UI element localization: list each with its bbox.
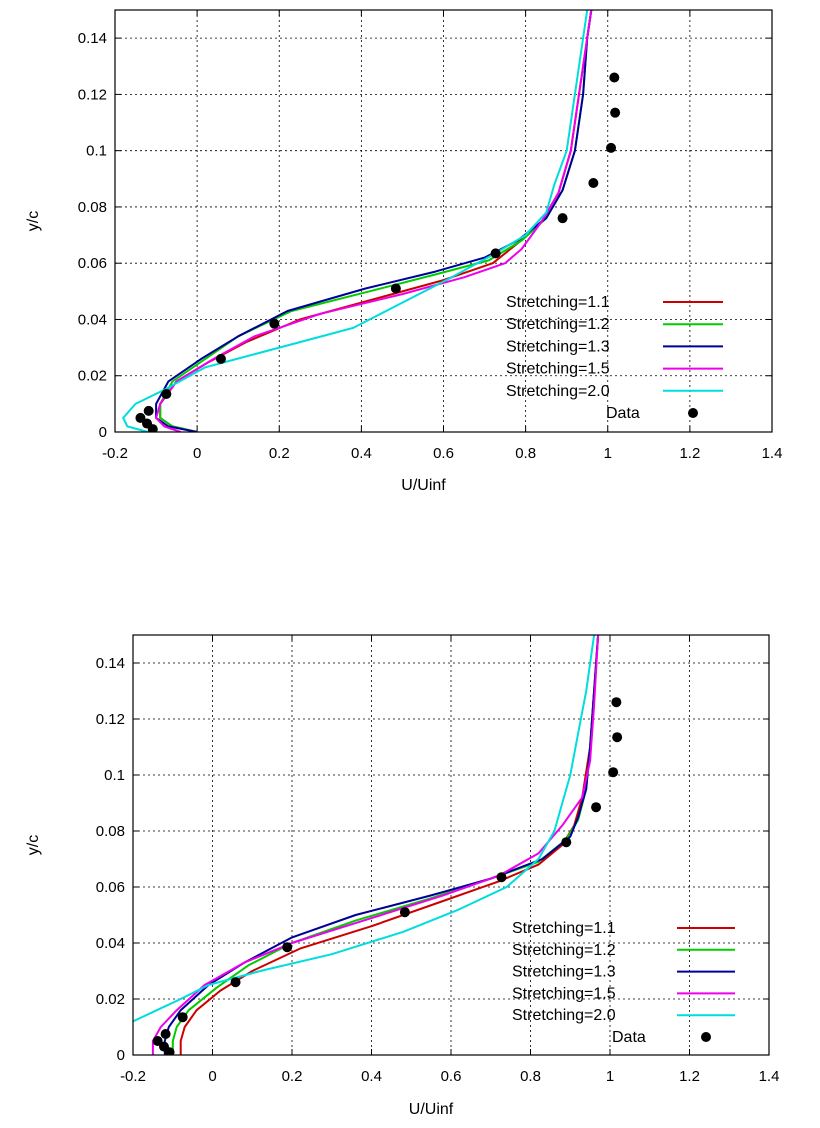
y-tick-label: 0.06 [96, 879, 125, 896]
x-tick-label: 1.4 [762, 445, 783, 462]
data-point [269, 318, 280, 329]
x-tick-label: 0 [208, 1068, 216, 1085]
series-group [133, 635, 623, 1055]
legend-label: Stretching=1.5 [512, 985, 616, 1002]
legend-label: Stretching=2.0 [506, 383, 610, 400]
y-axis-label: y/c [25, 835, 42, 855]
x-tick-label: 1 [604, 445, 612, 462]
y-tick-label: 0.1 [86, 143, 107, 160]
data-point [609, 72, 620, 83]
y-tick-label: 0.14 [96, 655, 125, 672]
series-group [122, 10, 621, 432]
legend-label: Stretching=1.3 [512, 964, 616, 981]
x-tick-label: 1 [606, 1068, 614, 1085]
y-tick-label: 0.04 [78, 311, 107, 328]
x-tick-label: 0.8 [520, 1068, 541, 1085]
plot-frame [132, 634, 770, 1056]
x-axis-label: U/Uinf [409, 1101, 454, 1118]
legend-label: Stretching=1.1 [506, 294, 610, 311]
x-tick-label: 0.2 [282, 1068, 303, 1085]
y-tick-label: 0.1 [104, 767, 125, 784]
data-point [161, 389, 172, 400]
series-line-3 [155, 10, 593, 432]
data-point [606, 142, 617, 153]
legend-marker [701, 1032, 711, 1042]
legend-label: Stretching=1.2 [512, 942, 616, 959]
data-point [496, 872, 507, 883]
data-point [142, 418, 153, 429]
plot-frame [114, 9, 773, 433]
x-tick-label: 0.4 [361, 1068, 382, 1085]
x-tick-label: 0.8 [515, 445, 536, 462]
y-tick-label: 0.02 [78, 368, 107, 385]
data-point [215, 353, 226, 364]
legend-label: Data [612, 1029, 646, 1046]
chart-top: -0.2 0 0.2 0.4 0.6 0.8 1 1.2 1.4 0 0.02 0.04 0.06 0.0… [25, 9, 783, 494]
data-point [490, 248, 501, 259]
y-axis-label: y/c [25, 211, 42, 231]
data-point [282, 942, 293, 953]
data-point [160, 1029, 171, 1039]
data-point [152, 1036, 163, 1046]
legend-label: Stretching=1.3 [506, 338, 610, 355]
y-tick-label: 0.08 [96, 823, 125, 840]
y-tick-label: 0.12 [96, 711, 125, 728]
y-tick-label: 0.08 [78, 199, 107, 216]
data-point [561, 837, 572, 848]
legend-label: Stretching=1.5 [506, 361, 610, 378]
y-tick-label: 0 [117, 1047, 125, 1064]
data-point [177, 1012, 188, 1023]
data-point [611, 697, 622, 708]
x-tick-label: 0.4 [351, 445, 372, 462]
data-point [557, 213, 568, 224]
x-tick-label: 0 [193, 445, 201, 462]
chart-bottom: -0.2 0 0.2 0.4 0.6 0.8 1 1.2 1.4 0 0.02 0.04 0.06 0.0… [25, 634, 780, 1118]
y-tick-label: 0.14 [78, 30, 107, 47]
y-tick-label: 0 [99, 424, 107, 441]
x-tick-label: 0.2 [269, 445, 290, 462]
legend-label: Stretching=2.0 [512, 1007, 616, 1024]
x-tick-label: -0.2 [102, 445, 128, 462]
y-tick-label: 0.02 [96, 991, 125, 1008]
data-point [591, 802, 602, 813]
x-tick-label: 0.6 [433, 445, 454, 462]
y-tick-label: 0.04 [96, 935, 125, 952]
legend-label: Data [606, 405, 640, 422]
data-point [230, 977, 241, 988]
series-line-5 [122, 10, 589, 432]
x-tick-label: -0.2 [120, 1068, 146, 1085]
legend-label: Stretching=1.1 [512, 920, 616, 937]
data-point [612, 732, 623, 743]
data-point [399, 907, 410, 918]
series-line-5 [133, 635, 596, 1023]
y-tick-label: 0.06 [78, 255, 107, 272]
data-point [143, 405, 154, 416]
data-point [610, 107, 621, 118]
y-tick-label: 0.12 [78, 86, 107, 103]
x-tick-label: 1.2 [679, 445, 700, 462]
legend-label: Stretching=1.2 [506, 316, 610, 333]
legend-marker [688, 408, 698, 418]
x-tick-label: 1.4 [759, 1068, 780, 1085]
x-tick-label: 0.6 [441, 1068, 462, 1085]
data-point [390, 283, 401, 294]
data-point [588, 178, 599, 189]
x-axis-label: U/Uinf [401, 477, 446, 494]
x-tick-label: 1.2 [679, 1068, 700, 1085]
data-point [135, 412, 146, 423]
data-point [608, 767, 619, 778]
